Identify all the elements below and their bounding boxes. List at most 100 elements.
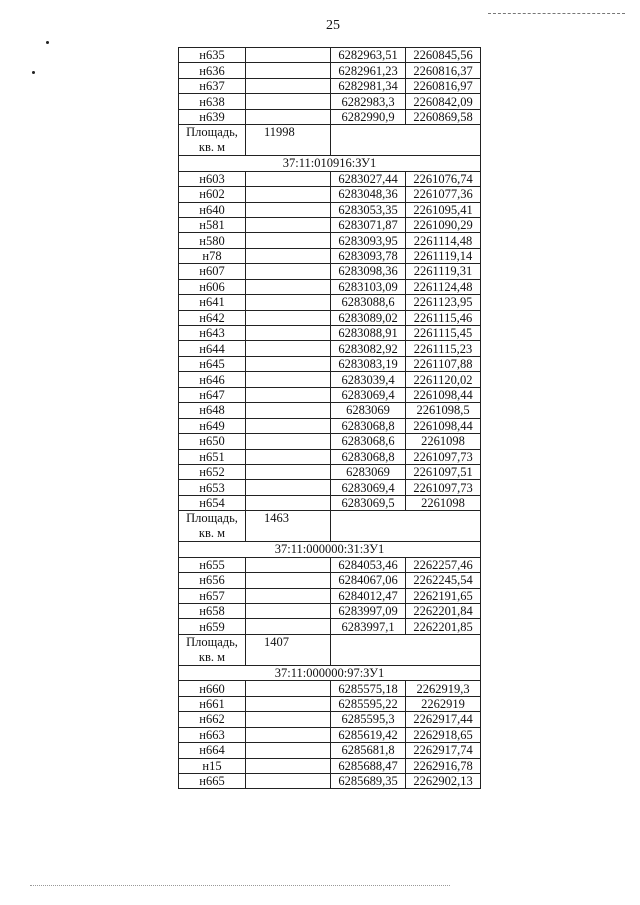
point-name: н650	[178, 433, 246, 450]
empty-cell	[245, 711, 331, 728]
empty-cell	[245, 448, 331, 465]
coord-y: 2261115,46	[405, 309, 481, 327]
coord-x: 6283069	[330, 463, 406, 481]
table-row: н663 6285619,42 2262918,65	[178, 726, 481, 744]
coord-y: 2261107,88	[405, 355, 481, 373]
coord-x: 6283068,8	[330, 448, 406, 465]
table-row: н652 6283069 2261097,51	[178, 463, 481, 481]
empty-cell	[330, 124, 481, 157]
coord-y: 2261098,44	[405, 386, 481, 404]
coord-x: 6283069,5	[330, 494, 406, 512]
table-row: н653 6283069,4 2261097,73	[178, 479, 481, 496]
coord-x: 6283089,02	[330, 309, 406, 327]
point-name: н606	[178, 278, 246, 296]
table-row: н648 6283069 2261098,5	[178, 402, 481, 419]
table-row: н606 6283103,09 2261124,48	[178, 278, 481, 296]
table-row: н647 6283069,4 2261098,44	[178, 386, 481, 404]
point-name: н649	[178, 417, 246, 435]
point-name: н645	[178, 355, 246, 373]
coord-x: 6283997,1	[330, 618, 406, 635]
coord-x: 6283068,6	[330, 433, 406, 450]
empty-cell	[245, 340, 331, 357]
point-name: н656	[178, 572, 246, 589]
point-name: н654	[178, 494, 246, 512]
area-value: 11998	[245, 124, 331, 157]
area-row: Площадь, кв. м 1463	[178, 510, 481, 543]
coord-x: 6282990,9	[330, 108, 406, 126]
table-row: н640 6283053,35 2261095,41	[178, 201, 481, 218]
section-header-row: 37:11:000000:97:ЗУ1	[178, 664, 481, 682]
empty-cell	[245, 309, 331, 327]
coord-y: 2261098,44	[405, 417, 481, 435]
coord-y: 2261098,5	[405, 402, 481, 419]
empty-cell	[245, 402, 331, 419]
coord-y: 2261095,41	[405, 201, 481, 218]
coord-x: 6283083,19	[330, 355, 406, 373]
coord-y: 2261097,73	[405, 448, 481, 465]
table-row: н646 6283039,4 2261120,02	[178, 371, 481, 388]
empty-cell	[245, 216, 331, 234]
point-name: н78	[178, 247, 246, 265]
table-row: н644 6283082,92 2261115,23	[178, 340, 481, 357]
empty-cell	[245, 602, 331, 620]
empty-cell	[245, 278, 331, 296]
coord-y: 2261124,48	[405, 278, 481, 296]
table-row: н638 6282983,3 2260842,09	[178, 93, 481, 110]
coord-y: 2261098	[405, 433, 481, 450]
table-row: н645 6283083,19 2261107,88	[178, 355, 481, 373]
scan-speck	[46, 41, 49, 44]
coord-x: 6285619,42	[330, 726, 406, 744]
point-name: н651	[178, 448, 246, 465]
point-name: н640	[178, 201, 246, 218]
empty-cell	[245, 587, 331, 605]
table-row: н581 6283071,87 2261090,29	[178, 216, 481, 234]
point-name: н638	[178, 93, 246, 110]
coord-x: 6285595,3	[330, 711, 406, 728]
empty-cell	[330, 633, 481, 666]
coordinates-table: н635 6282963,51 2260845,56 н636 6282961,23 22…	[178, 46, 481, 790]
empty-cell	[245, 355, 331, 373]
empty-cell	[245, 46, 331, 64]
point-name: н662	[178, 711, 246, 728]
coord-x: 6283053,35	[330, 201, 406, 218]
point-name: н663	[178, 726, 246, 744]
coord-x: 6283088,6	[330, 294, 406, 311]
coord-x: 6283027,44	[330, 170, 406, 188]
coord-x: 6283048,36	[330, 186, 406, 203]
point-name: н658	[178, 602, 246, 620]
empty-cell	[245, 479, 331, 496]
point-name: н636	[178, 62, 246, 79]
coord-x: 6285575,18	[330, 680, 406, 697]
section-header-row: 37:11:000000:31:ЗУ1	[178, 541, 481, 558]
point-name: н652	[178, 463, 246, 481]
coord-y: 2260842,09	[405, 93, 481, 110]
table-row: н650 6283068,6 2261098	[178, 433, 481, 450]
table-row: н660 6285575,18 2262919,3	[178, 680, 481, 697]
point-name: н15	[178, 757, 246, 774]
area-label: Площадь, кв. м	[178, 633, 246, 666]
coord-x: 6285595,22	[330, 695, 406, 713]
empty-cell	[245, 772, 331, 790]
coord-y: 2261076,74	[405, 170, 481, 188]
coord-x: 6283071,87	[330, 216, 406, 234]
coord-x: 6283068,8	[330, 417, 406, 435]
empty-cell	[245, 294, 331, 311]
empty-cell	[330, 510, 481, 543]
empty-cell	[245, 77, 331, 95]
area-row: Площадь, кв. м 11998	[178, 124, 481, 157]
empty-cell	[245, 433, 331, 450]
point-name: н641	[178, 294, 246, 311]
coord-x: 6283069	[330, 402, 406, 419]
empty-cell	[245, 62, 331, 79]
table-row: н603 6283027,44 2261076,74	[178, 170, 481, 188]
coord-x: 6283997,09	[330, 602, 406, 620]
area-label: Площадь, кв. м	[178, 510, 246, 543]
coord-y: 2262917,74	[405, 742, 481, 759]
point-name: н657	[178, 587, 246, 605]
point-name: н648	[178, 402, 246, 419]
coord-x: 6285689,35	[330, 772, 406, 790]
area-label: Площадь, кв. м	[178, 124, 246, 157]
coord-x: 6283093,95	[330, 232, 406, 249]
coord-y: 2262918,65	[405, 726, 481, 744]
table-row: н78 6283093,78 2261119,14	[178, 247, 481, 265]
